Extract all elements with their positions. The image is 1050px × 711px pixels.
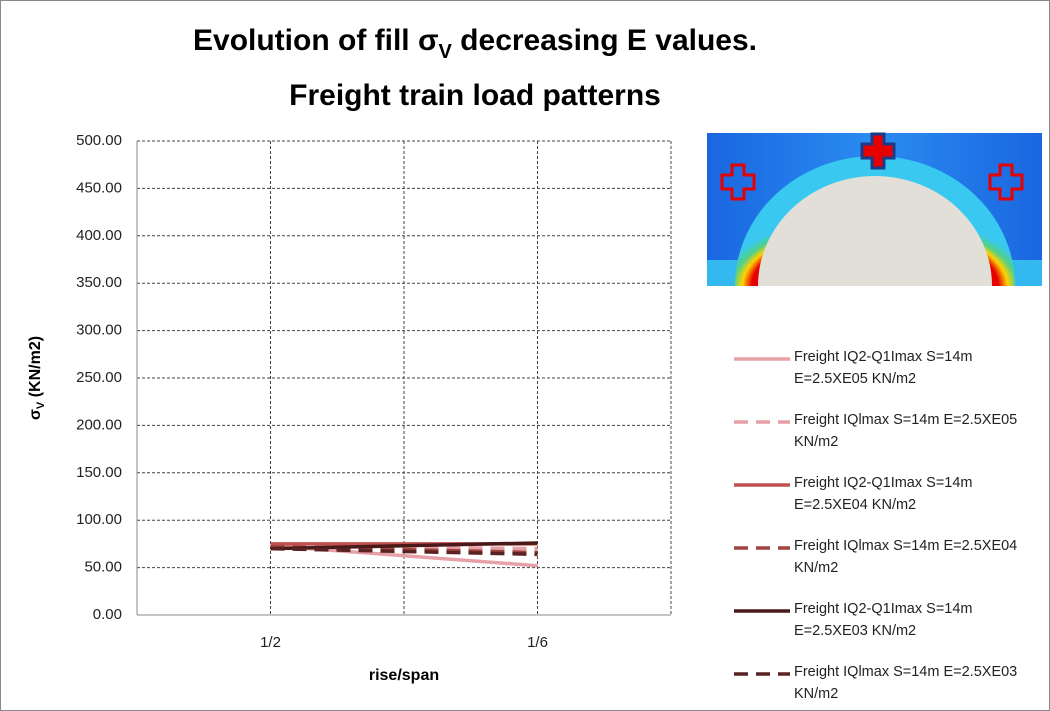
legend-swatch (734, 546, 790, 550)
y-tick-label: 0.00 (93, 606, 122, 623)
chart-subtitle: Freight train load patterns (289, 79, 661, 112)
y-tick-label: 500.00 (76, 132, 122, 149)
title-text: decreasing E values. (452, 24, 757, 57)
y-tick-label: 50.00 (84, 559, 122, 576)
ylabel-text: (KN/m2) (27, 336, 44, 402)
legend-swatch (734, 672, 790, 676)
legend-swatch (734, 357, 790, 361)
title-subscript: V (439, 41, 453, 63)
x-axis-label: rise/span (369, 667, 439, 684)
ylabel-subscript: V (35, 401, 47, 409)
series-line (270, 541, 538, 551)
legend-item: Freight IQlmax S=14m E=2.5XE03 KN/m2 (732, 661, 1032, 711)
y-tick-label: 100.00 (76, 511, 122, 528)
legend-label: Freight IQlmax S=14m E=2.5XE04 KN/m2 (794, 538, 1018, 576)
legend-item: Freight IQlmax S=14m E=2.5XE05 KN/m2 (732, 409, 1032, 472)
legend-label: Freight IQlmax S=14m E=2.5XE03 KN/m2 (794, 664, 1018, 702)
inset-image (707, 132, 1042, 286)
y-tick-label: 150.00 (76, 464, 122, 481)
legend-swatch (734, 420, 790, 424)
legend-label: Freight IQlmax S=14m E=2.5XE05 KN/m2 (794, 412, 1018, 450)
legend-swatch (734, 483, 790, 487)
series-line (270, 546, 538, 557)
legend-label: Freight IQ2-Q1Imax S=14m E=2.5XE05 KN/m2 (794, 349, 973, 387)
y-tick-label: 200.00 (76, 416, 122, 433)
y-tick-label: 250.00 (76, 369, 122, 386)
y-tick-label: 400.00 (76, 227, 122, 244)
legend-item: Freight IQ2-Q1Imax S=14m E=2.5XE05 KN/m2 (732, 346, 1032, 409)
y-axis-label: σV (KN/m2) (27, 336, 47, 420)
legend: Freight IQ2-Q1Imax S=14m E=2.5XE05 KN/m2… (732, 346, 1032, 711)
legend-item: Freight IQ2-Q1Imax S=14m E=2.5XE04 KN/m2 (732, 472, 1032, 535)
legend-label: Freight IQ2-Q1Imax S=14m E=2.5XE04 KN/m2 (794, 475, 973, 513)
legend-item: Freight IQlmax S=14m E=2.5XE04 KN/m2 (732, 535, 1032, 598)
legend-item: Freight IQ2-Q1Imax S=14m E=2.5XE03 KN/m2 (732, 598, 1032, 661)
chart-title: Evolution of fill σV decreasing E values… (193, 24, 757, 63)
title-text: Evolution of fill σ (193, 24, 439, 57)
legend-label: Freight IQ2-Q1Imax S=14m E=2.5XE03 KN/m2 (794, 601, 973, 639)
x-tick-label: 1/6 (527, 634, 548, 651)
y-tick-label: 300.00 (76, 322, 122, 339)
y-tick-label: 450.00 (76, 179, 122, 196)
y-tick-label: 350.00 (76, 274, 122, 291)
ylabel-text: σ (27, 409, 44, 420)
x-tick-label: 1/2 (260, 634, 281, 651)
legend-swatch (734, 609, 790, 613)
